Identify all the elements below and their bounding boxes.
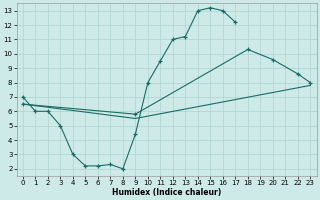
X-axis label: Humidex (Indice chaleur): Humidex (Indice chaleur) bbox=[112, 188, 221, 197]
